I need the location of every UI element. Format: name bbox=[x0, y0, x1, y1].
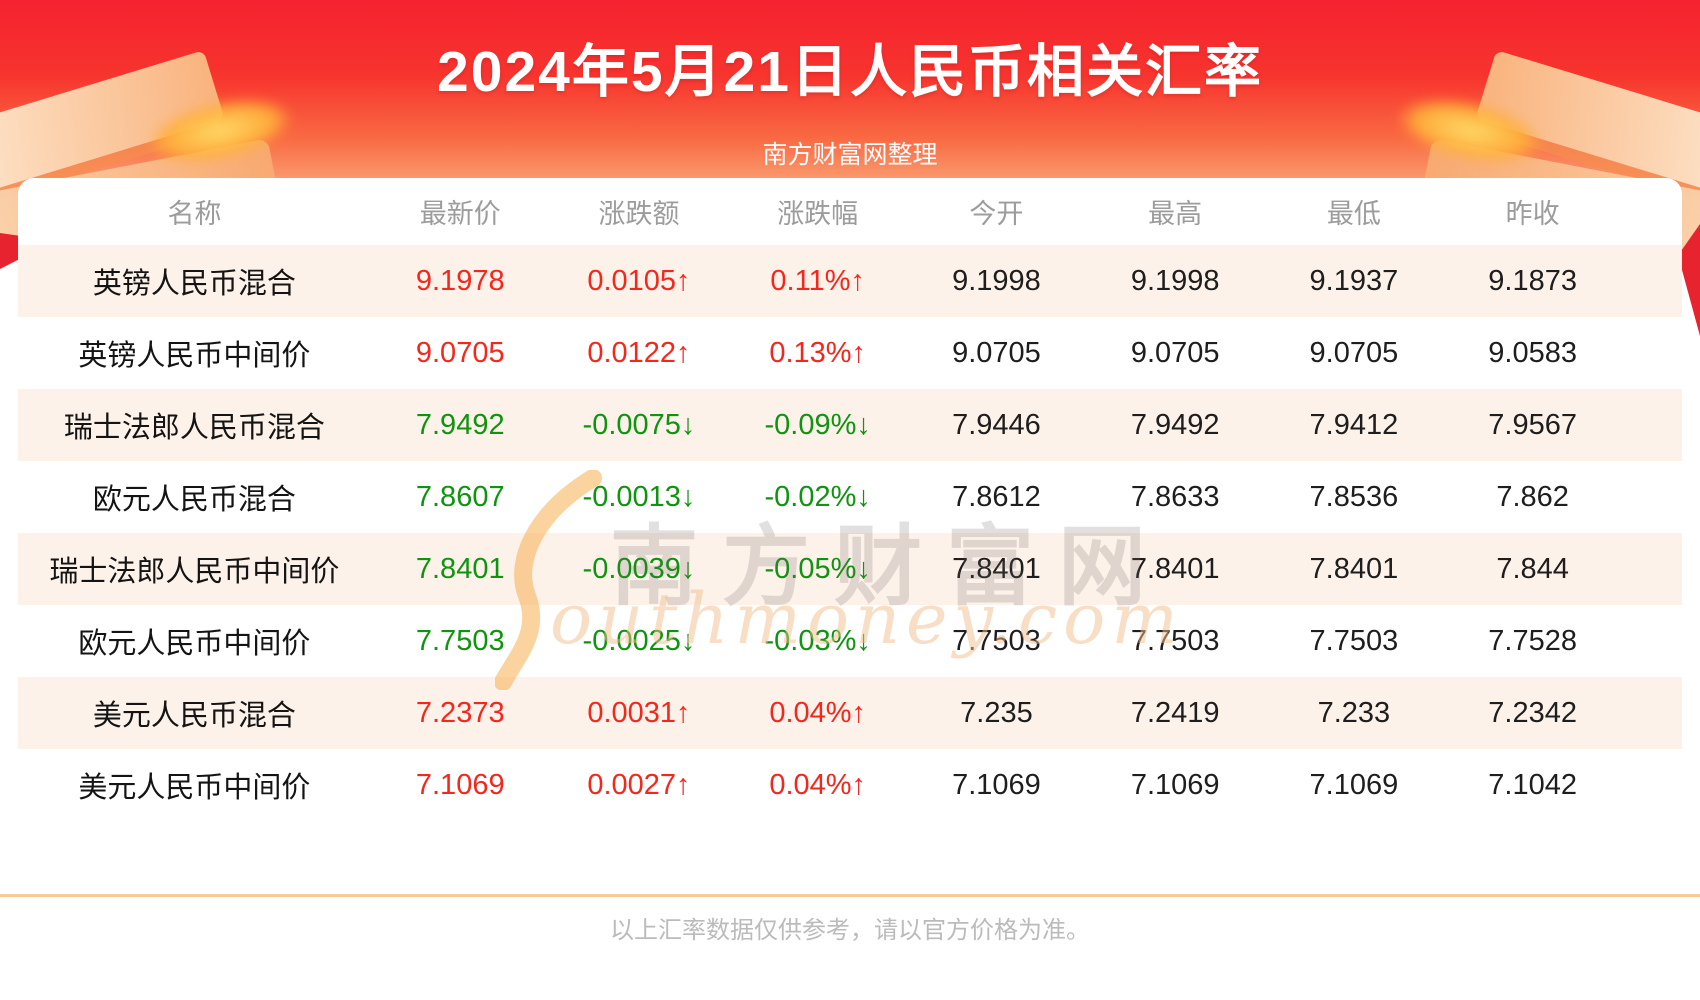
row-name: 欧元人民币混合 bbox=[92, 484, 296, 516]
row-name: 英镑人民币混合 bbox=[92, 268, 296, 300]
row-prev-close: 7.862 bbox=[1496, 480, 1569, 513]
col-header-change-amount: 涨跌额 bbox=[598, 199, 680, 229]
page-subtitle: 南方财富网整理 bbox=[762, 141, 938, 169]
row-open: 7.8401 bbox=[952, 552, 1041, 585]
row-low: 9.0705 bbox=[1309, 336, 1399, 369]
row-open: 7.7503 bbox=[952, 624, 1041, 657]
row-prev-close: 7.7528 bbox=[1488, 624, 1577, 657]
row-name: 英镑人民币中间价 bbox=[78, 340, 311, 372]
row-change-amount: 0.0031↑ bbox=[587, 696, 691, 729]
row-low: 7.9412 bbox=[1309, 408, 1399, 441]
row-open: 7.235 bbox=[960, 696, 1033, 729]
row-high: 7.2419 bbox=[1130, 696, 1220, 729]
row-change-amount: -0.0013↓ bbox=[582, 480, 696, 513]
footer-disclaimer: 以上汇率数据仅供参考，请以官方价格为准。 bbox=[610, 917, 1090, 944]
row-change-percent: -0.03%↓ bbox=[764, 624, 871, 657]
row-change-amount: -0.0039↓ bbox=[582, 552, 696, 585]
row-high: 7.1069 bbox=[1130, 768, 1220, 801]
footer-divider bbox=[0, 894, 1700, 897]
row-open: 7.9446 bbox=[952, 408, 1041, 441]
col-header-prev-close: 昨收 bbox=[1505, 199, 1560, 229]
table-row: 欧元人民币中间价 7.7503 -0.0025↓ -0.03%↓ 7.7503 … bbox=[18, 605, 1682, 677]
row-prev-close: 9.1873 bbox=[1488, 264, 1577, 297]
table-row: 美元人民币中间价 7.1069 0.0027↑ 0.04%↑ 7.1069 7.… bbox=[18, 749, 1682, 821]
row-last-price: 7.7503 bbox=[415, 624, 505, 657]
row-last-price: 7.2373 bbox=[415, 696, 505, 729]
row-name: 瑞士法郎人民币混合 bbox=[63, 412, 325, 444]
row-name: 瑞士法郎人民币中间价 bbox=[49, 556, 340, 588]
row-low: 9.1937 bbox=[1309, 264, 1399, 297]
row-open: 7.8612 bbox=[952, 480, 1041, 513]
table-row: 英镑人民币混合 9.1978 0.0105↑ 0.11%↑ 9.1998 9.1… bbox=[18, 245, 1682, 317]
rates-table-card: 名称 最新价 涨跌额 涨跌幅 今开 最高 最低 昨收 英镑人民币混合 9.197… bbox=[18, 178, 1682, 821]
table-row: 欧元人民币混合 7.8607 -0.0013↓ -0.02%↓ 7.8612 7… bbox=[18, 461, 1682, 533]
row-change-percent: 0.04%↑ bbox=[769, 768, 867, 801]
row-last-price: 9.1978 bbox=[415, 264, 505, 297]
row-low: 7.1069 bbox=[1309, 768, 1399, 801]
table-row: 瑞士法郎人民币中间价 7.8401 -0.0039↓ -0.05%↓ 7.840… bbox=[18, 533, 1682, 605]
row-high: 7.9492 bbox=[1130, 408, 1220, 441]
row-high: 9.1998 bbox=[1130, 264, 1220, 297]
row-change-percent: -0.02%↓ bbox=[764, 480, 871, 513]
table-body: 英镑人民币混合 9.1978 0.0105↑ 0.11%↑ 9.1998 9.1… bbox=[18, 245, 1682, 821]
row-change-percent: 0.13%↑ bbox=[769, 336, 867, 369]
row-open: 9.1998 bbox=[952, 264, 1041, 297]
row-low: 7.233 bbox=[1317, 696, 1391, 729]
row-last-price: 7.1069 bbox=[415, 768, 505, 801]
row-last-price: 7.8401 bbox=[415, 552, 505, 585]
col-header-name: 名称 bbox=[167, 199, 222, 229]
row-change-amount: 0.0027↑ bbox=[587, 768, 691, 801]
row-change-amount: 0.0105↑ bbox=[587, 264, 691, 297]
row-name: 欧元人民币中间价 bbox=[78, 628, 311, 660]
row-name: 美元人民币混合 bbox=[92, 700, 296, 732]
row-high: 7.7503 bbox=[1130, 624, 1220, 657]
row-change-percent: 0.04%↑ bbox=[769, 696, 867, 729]
row-high: 7.8633 bbox=[1130, 480, 1220, 513]
row-prev-close: 7.2342 bbox=[1488, 696, 1577, 729]
row-change-percent: 0.11%↑ bbox=[770, 264, 865, 297]
col-header-low: 最低 bbox=[1326, 199, 1381, 229]
row-low: 7.8536 bbox=[1309, 480, 1399, 513]
col-header-last-price: 最新价 bbox=[419, 199, 501, 229]
page-title: 2024年5月21日人民币相关汇率 bbox=[437, 40, 1263, 104]
col-header-change-percent: 涨跌幅 bbox=[777, 199, 859, 229]
table-row: 美元人民币混合 7.2373 0.0031↑ 0.04%↑ 7.235 7.24… bbox=[18, 677, 1682, 749]
row-name: 美元人民币中间价 bbox=[78, 772, 311, 804]
row-low: 7.8401 bbox=[1309, 552, 1399, 585]
row-open: 9.0705 bbox=[952, 336, 1041, 369]
row-high: 7.8401 bbox=[1130, 552, 1220, 585]
row-change-amount: -0.0025↓ bbox=[582, 624, 696, 657]
row-prev-close: 7.9567 bbox=[1488, 408, 1577, 441]
table-row: 英镑人民币中间价 9.0705 0.0122↑ 0.13%↑ 9.0705 9.… bbox=[18, 317, 1682, 389]
row-last-price: 7.9492 bbox=[415, 408, 505, 441]
row-change-percent: -0.09%↓ bbox=[764, 408, 871, 441]
row-last-price: 9.0705 bbox=[415, 336, 505, 369]
table-header-row: 名称 最新价 涨跌额 涨跌幅 今开 最高 最低 昨收 bbox=[18, 178, 1682, 245]
table-row: 瑞士法郎人民币混合 7.9492 -0.0075↓ -0.09%↓ 7.9446… bbox=[18, 389, 1682, 461]
row-high: 9.0705 bbox=[1130, 336, 1220, 369]
row-prev-close: 7.1042 bbox=[1488, 768, 1577, 801]
row-prev-close: 9.0583 bbox=[1488, 336, 1577, 369]
row-change-amount: 0.0122↑ bbox=[587, 336, 691, 369]
row-change-amount: -0.0075↓ bbox=[582, 408, 696, 441]
row-open: 7.1069 bbox=[952, 768, 1041, 801]
col-header-high: 最高 bbox=[1148, 199, 1203, 229]
col-header-open: 今开 bbox=[969, 199, 1024, 229]
row-prev-close: 7.844 bbox=[1496, 552, 1569, 585]
row-low: 7.7503 bbox=[1309, 624, 1399, 657]
row-last-price: 7.8607 bbox=[415, 480, 505, 513]
row-change-percent: -0.05%↓ bbox=[764, 552, 871, 585]
